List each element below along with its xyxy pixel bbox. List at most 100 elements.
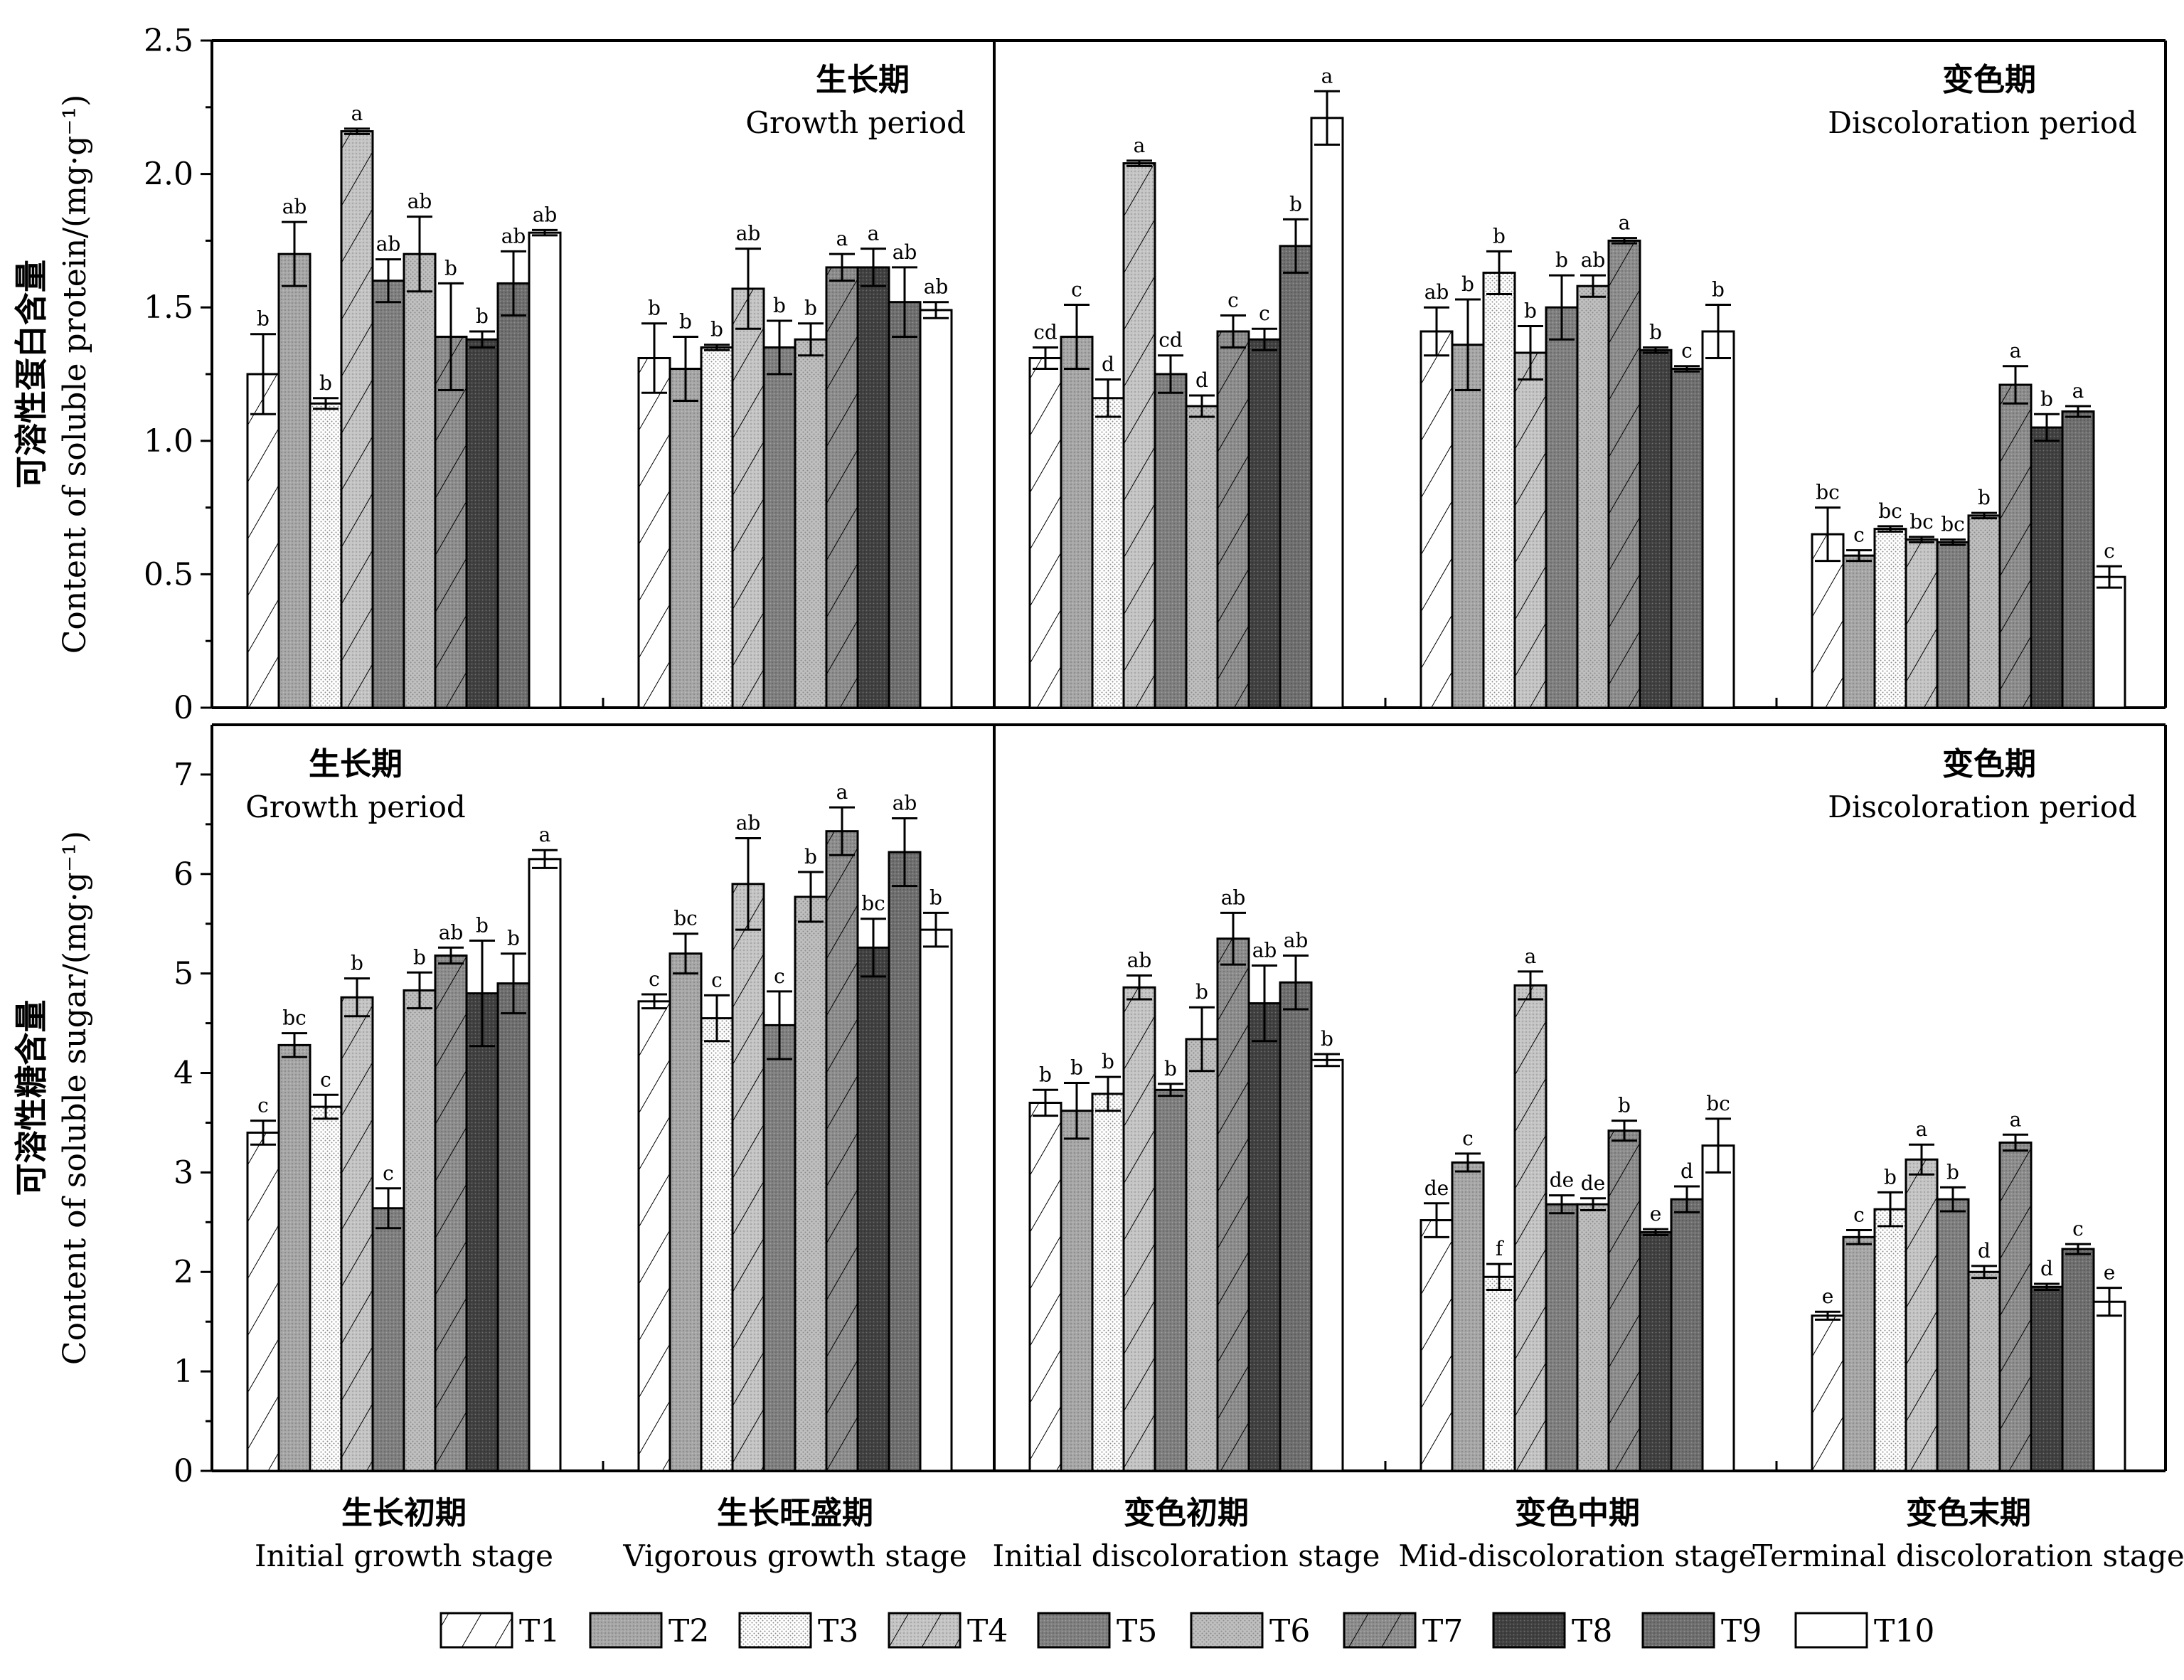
significance-label: b [1039, 1063, 1052, 1086]
significance-label: a [2010, 1107, 2022, 1131]
bar-texture [1483, 272, 1515, 708]
significance-label: ab [407, 190, 432, 213]
bar-texture [2062, 411, 2094, 708]
bar-texture [1186, 406, 1218, 708]
bar-T10 [529, 233, 560, 708]
legend-swatch-hatch [441, 1613, 512, 1647]
bar-hatch [1421, 1220, 1452, 1471]
bar-texture [1546, 307, 1577, 708]
significance-label: bc [673, 907, 698, 930]
bar-T10 [920, 930, 952, 1471]
legend-label: T5 [1117, 1613, 1157, 1649]
significance-label: b [1164, 1057, 1177, 1080]
bar-hatch [435, 955, 467, 1471]
bar-texture [1937, 1199, 1969, 1471]
bar-texture [858, 947, 889, 1471]
bar-texture [1249, 1003, 1280, 1471]
bar-T10 [1703, 331, 1734, 708]
bar-texture [889, 852, 920, 1471]
bar-hatch [435, 336, 467, 708]
bar-texture [1875, 1209, 1906, 1471]
significance-label: c [774, 964, 785, 988]
significance-label: b [773, 294, 786, 317]
bar-T10 [2094, 577, 2125, 708]
significance-label: ab [439, 920, 464, 944]
bar-hatch [1609, 1130, 1640, 1471]
significance-label: c [2104, 539, 2115, 563]
legend-label: T10 [1874, 1613, 1934, 1649]
y-tick-label: 0 [174, 1453, 193, 1489]
legend-swatch-hatch [889, 1613, 960, 1647]
significance-label: b [1712, 277, 1725, 301]
legend-swatch-texture [1038, 1613, 1109, 1647]
legend-swatch-outline [738, 1612, 812, 1649]
period-label-en: Discoloration period [1828, 790, 2137, 824]
group-label-cn: 生长旺盛期 [717, 1495, 873, 1531]
significance-label: c [1462, 1127, 1474, 1150]
bar-texture [279, 254, 310, 708]
legend-item-T6: T6 [1190, 1612, 1310, 1649]
period-label-cn: 变色期 [1942, 746, 2036, 782]
significance-label: e [1650, 1202, 1662, 1226]
legend-item-T3: T3 [738, 1612, 858, 1649]
significance-label: a [1134, 134, 1146, 157]
significance-label: b [444, 256, 457, 280]
bar-hatch [1609, 240, 1640, 708]
significance-label: a [1619, 211, 1631, 235]
significance-label: ab [1424, 280, 1449, 304]
significance-label: ab [1581, 248, 1606, 272]
bar-texture [1671, 1199, 1703, 1471]
bar-hatch [639, 1001, 670, 1471]
y-tick-label: 2.5 [144, 23, 193, 59]
bar-texture [889, 302, 920, 708]
significance-label: d [1680, 1159, 1693, 1183]
significance-label: d [2040, 1257, 2053, 1280]
significance-label: b [1461, 272, 1474, 296]
bar-hatch [1030, 1102, 1061, 1471]
significance-label: a [2010, 339, 2022, 363]
bar-hatch [341, 131, 373, 708]
bar-texture [701, 347, 733, 708]
legend-swatch-texture [1493, 1613, 1565, 1647]
bar-hatch [1812, 1315, 1843, 1471]
bar-texture [1280, 245, 1311, 708]
bar-texture [279, 1045, 310, 1471]
significance-label: b [1493, 224, 1506, 248]
legend-swatch-outline [440, 1612, 513, 1649]
significance-label: b [710, 318, 723, 341]
legend-swatch-texture [590, 1613, 661, 1647]
significance-label: b [1618, 1094, 1631, 1117]
significance-label: b [1946, 1160, 1959, 1184]
y-tick-label: 1 [174, 1354, 193, 1390]
significance-label: b [351, 952, 363, 975]
significance-label: c [1227, 288, 1239, 312]
legend-label: T7 [1422, 1613, 1463, 1649]
significance-label: cd [1158, 329, 1183, 352]
group-label-en: Mid-discoloration stage [1398, 1538, 1756, 1573]
significance-label: b [1978, 486, 1991, 509]
bar-hatch [2000, 1142, 2031, 1471]
y-tick-label: 3 [174, 1154, 193, 1191]
bar-texture [1452, 344, 1483, 708]
bar-texture [670, 368, 701, 708]
bar-texture [764, 1025, 795, 1471]
significance-label: ab [501, 224, 526, 248]
bar-texture [467, 339, 498, 708]
legend-swatch-outline [589, 1612, 663, 1649]
y-axis-title-cn: 可溶性糖含量 [12, 1000, 50, 1196]
significance-label: e [2104, 1261, 2116, 1285]
significance-label: de [1581, 1171, 1606, 1195]
significance-label: d [1978, 1239, 1991, 1262]
significance-label: c [1853, 1203, 1865, 1227]
significance-label: de [1424, 1176, 1449, 1200]
significance-label: c [383, 1161, 394, 1185]
bar-texture [1483, 1277, 1515, 1471]
bar-texture [467, 993, 498, 1471]
legend-swatch [1796, 1613, 1867, 1647]
significance-label: ab [1221, 886, 1246, 909]
significance-label: c [711, 968, 723, 991]
bar-texture [404, 254, 435, 708]
bar-T10 [1311, 1060, 1343, 1471]
group-label-cn: 生长初期 [341, 1495, 467, 1531]
group-label-en: Vigorous growth stage [622, 1538, 966, 1573]
